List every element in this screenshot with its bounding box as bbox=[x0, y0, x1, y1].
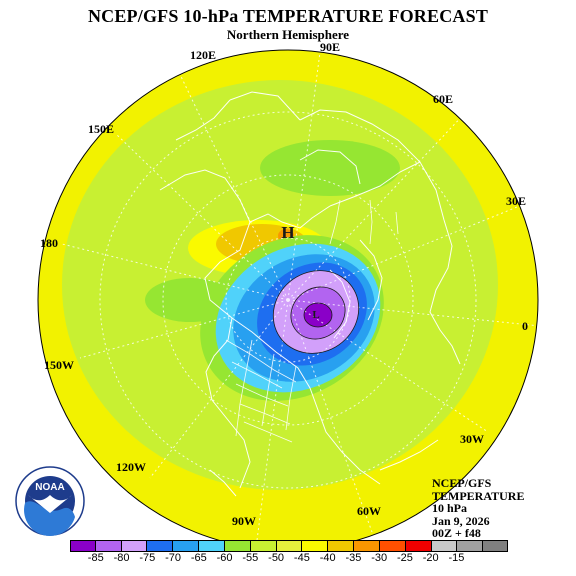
forecast-info: NCEP/GFS TEMPERATURE 10 hPa Jan 9, 2026 … bbox=[432, 477, 524, 540]
legend-label: -30 bbox=[371, 552, 388, 564]
legend-swatch bbox=[483, 540, 509, 552]
legend-label: -40 bbox=[319, 552, 336, 564]
legend-label: -45 bbox=[293, 552, 310, 564]
legend-label: -75 bbox=[139, 552, 156, 564]
legend-swatch bbox=[328, 540, 355, 552]
noaa-emblem-icon: NOAA bbox=[15, 466, 85, 536]
legend-label: -50 bbox=[268, 552, 285, 564]
legend-swatch bbox=[95, 540, 122, 552]
lon-label-30w: 30W bbox=[460, 432, 484, 446]
legend-label: -20 bbox=[422, 552, 439, 564]
legend-swatch bbox=[276, 540, 303, 552]
legend-swatch bbox=[250, 540, 277, 552]
info-forecast-hour: 00Z + f48 bbox=[432, 526, 481, 540]
isotherm-contours bbox=[272, 270, 360, 354]
low-pressure-marker: L bbox=[312, 309, 319, 321]
legend-label: -65 bbox=[190, 552, 207, 564]
legend-label: -85 bbox=[87, 552, 104, 564]
political-borders bbox=[225, 199, 399, 443]
legend-swatch bbox=[147, 540, 174, 552]
lon-label-120w: 120W bbox=[116, 460, 146, 474]
legend-swatch bbox=[457, 540, 484, 552]
coastlines bbox=[159, 91, 461, 497]
lon-label-180: 180 bbox=[40, 236, 58, 250]
lon-label-60w: 60W bbox=[357, 504, 381, 518]
legend-label: -35 bbox=[345, 552, 362, 564]
vortex-core bbox=[304, 303, 332, 327]
noaa-logo: NOAA bbox=[14, 465, 86, 542]
lon-label-120e: 120E bbox=[190, 48, 217, 62]
legend-label: -80 bbox=[113, 552, 130, 564]
info-level: 10 hPa bbox=[432, 501, 468, 515]
legend-swatch bbox=[224, 540, 251, 552]
color-legend bbox=[70, 540, 509, 552]
color-legend-labels: -85 -80 -75 -70 -65 -60 -55 -50 -45 -40 -35 -30 -25-… bbox=[52, 552, 526, 566]
legend-swatch bbox=[70, 540, 96, 552]
legend-label: -60 bbox=[216, 552, 233, 564]
legend-swatch bbox=[379, 540, 406, 552]
legend-swatch bbox=[302, 540, 329, 552]
legend-swatch bbox=[199, 540, 225, 552]
lon-label-150e: 150E bbox=[88, 122, 115, 136]
lon-label-60e: 60E bbox=[433, 92, 454, 106]
temperature-field bbox=[38, 50, 538, 550]
info-model: NCEP/GFS bbox=[432, 476, 492, 490]
page-subtitle: Northern Hemisphere bbox=[226, 27, 350, 42]
graticule bbox=[61, 51, 538, 549]
legend-label: -25 bbox=[396, 552, 413, 564]
lon-label-150w: 150W bbox=[44, 358, 74, 372]
high-pressure-marker: H bbox=[281, 223, 294, 242]
cool-patch-north bbox=[260, 140, 400, 196]
lon-label-90w: 90W bbox=[232, 514, 256, 528]
page-title: NCEP/GFS 10-hPa TEMPERATURE FORECAST bbox=[87, 6, 489, 26]
lon-label-90e: 90E bbox=[320, 40, 341, 54]
legend-swatch bbox=[173, 540, 200, 552]
legend-swatch bbox=[121, 540, 148, 552]
noaa-logo-text: NOAA bbox=[35, 482, 64, 493]
info-variable: TEMPERATURE bbox=[432, 488, 525, 503]
info-date: Jan 9, 2026 bbox=[432, 513, 490, 528]
legend-swatch bbox=[431, 540, 458, 552]
lon-label-30e: 30E bbox=[506, 194, 527, 208]
legend-swatch bbox=[354, 540, 380, 552]
lon-label-0: 0 bbox=[522, 319, 528, 333]
legend-label: -15 bbox=[448, 552, 465, 564]
legend-swatch bbox=[405, 540, 432, 552]
legend-label: -55 bbox=[242, 552, 259, 564]
legend-label: -70 bbox=[165, 552, 181, 564]
